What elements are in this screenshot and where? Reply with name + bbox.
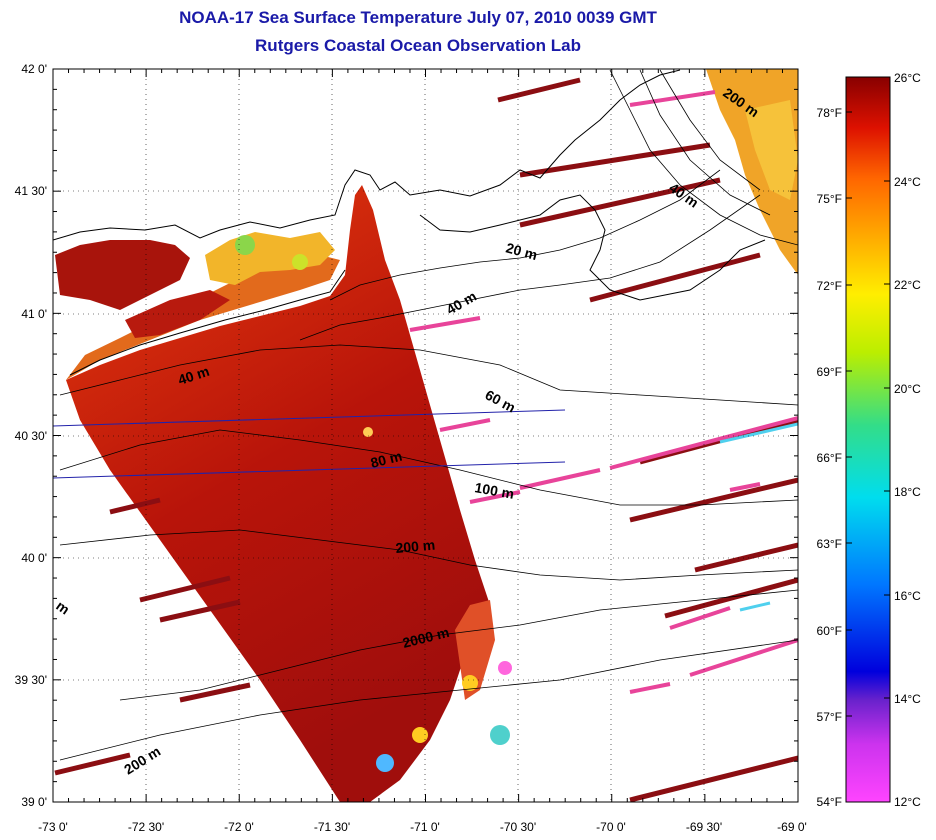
lon-tick-label: -73 0' [38,820,68,834]
celsius-label: 16°C [894,589,921,603]
sst-cool-pixel [363,427,373,437]
latitude-axis: 42 0' 41 30' 41 0' 40 30' 40 0' 39 30' 3… [15,62,47,809]
celsius-label: 14°C [894,692,921,706]
sst-swath [66,185,490,802]
lat-tick-label: 39 30' [15,673,47,687]
lat-tick-label: 40 30' [15,429,47,443]
sst-cool-patch [235,235,255,255]
lon-tick-label: -72 30' [128,820,164,834]
lat-tick-label: 39 0' [21,795,47,809]
sst-cool-pixel [462,675,478,691]
coastline-cape [419,194,766,301]
fahrenheit-label: 66°F [817,451,842,465]
fahrenheit-label: 72°F [817,279,842,293]
coastline [53,69,681,241]
fahrenheit-label: 60°F [817,624,842,638]
swath-pink-stripes [409,90,798,694]
lon-tick-label: -72 0' [224,820,254,834]
fahrenheit-label: 54°F [817,795,842,809]
fahrenheit-label: 69°F [817,365,842,379]
map-subtitle: Rutgers Coastal Ocean Observation Lab [255,36,581,55]
celsius-label: 24°C [894,175,921,189]
sst-west-patch [55,240,190,310]
lon-tick-label: -71 30' [314,820,350,834]
colorbar [845,76,891,803]
contour-label: 200 m [395,537,436,556]
sst-cool-pixel [490,725,510,745]
lon-tick-label: -70 30' [500,820,536,834]
sst-cool-pixel [376,754,394,772]
longitude-axis: -73 0' -72 30' -72 0' -71 30' -71 0' -70… [38,820,807,834]
swath-cool-stripe [719,422,798,444]
graticule [53,69,798,802]
celsius-label: 26°C [894,71,921,85]
lon-tick-label: -69 30' [686,820,722,834]
contour-label: 20 m [504,239,539,263]
lat-tick-label: 41 30' [15,184,47,198]
bathymetry-contours [59,69,798,761]
axis-ticks [52,68,799,803]
lon-tick-label: -70 0' [596,820,626,834]
fahrenheit-label: 75°F [817,192,842,206]
celsius-label: 12°C [894,795,921,809]
sst-northeast-patch-inner [745,100,798,200]
lat-tick-label: 41 0' [21,307,47,321]
celsius-scale: 26°C 24°C 22°C 20°C 18°C 16°C 14°C 12°C [894,71,921,809]
contour-label: 100 m [473,479,515,502]
sst-cool-pixel [498,661,512,675]
sst-cool-pixel [412,727,428,743]
fahrenheit-scale: 78°F 75°F 72°F 69°F 66°F 63°F 60°F 57°F … [817,106,842,809]
sst-west-patch-2 [125,290,230,338]
sst-edge-scatter [455,600,495,700]
colorbar-ticks [846,76,890,803]
swath-cool-stripe [739,601,771,612]
lon-tick-label: -71 0' [410,820,440,834]
coastline-longisland [69,269,346,376]
lat-tick-label: 40 0' [21,551,47,565]
celsius-label: 22°C [894,278,921,292]
fahrenheit-label: 78°F [817,106,842,120]
sst-cool-patch [292,254,308,270]
lat-tick-label: 42 0' [21,62,47,76]
fahrenheit-label: 63°F [817,537,842,551]
survey-lines [53,409,566,479]
celsius-label: 20°C [894,382,921,396]
celsius-label: 18°C [894,485,921,499]
fahrenheit-label: 57°F [817,710,842,724]
map-title: NOAA-17 Sea Surface Temperature July 07,… [179,8,657,27]
contour-label: 80 m [369,448,404,471]
lon-tick-label: -69 0' [777,820,807,834]
